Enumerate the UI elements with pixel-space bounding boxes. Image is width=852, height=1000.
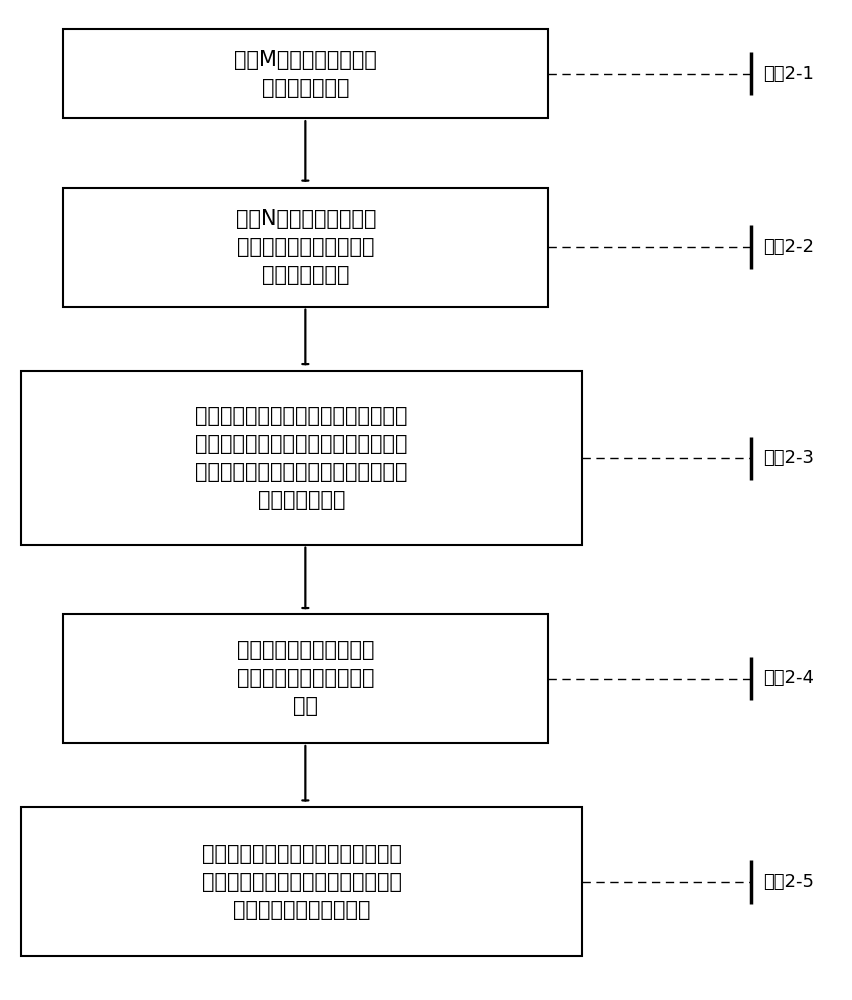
FancyBboxPatch shape — [21, 371, 582, 545]
Text: 采用线性加权法求取备选直流落点下
的直流落点选择指标，以指标值最大
的落点作为新增直流落点: 采用线性加权法求取备选直流落点下 的直流落点选择指标，以指标值最大 的落点作为新… — [202, 844, 401, 920]
FancyBboxPatch shape — [63, 614, 549, 743]
Text: 计算N个备选直流落点的
短路容量，得到各个落点
的短路容量指标: 计算N个备选直流落点的 短路容量，得到各个落点 的短路容量指标 — [235, 209, 376, 285]
Text: 步骤2-2: 步骤2-2 — [763, 238, 815, 256]
Text: 步骤2-1: 步骤2-1 — [763, 65, 815, 83]
Text: 计算获得新接入直流与已
接入直流的相互影响程度
指标: 计算获得新接入直流与已 接入直流的相互影响程度 指标 — [237, 641, 375, 716]
Text: 步骤2-5: 步骤2-5 — [763, 873, 815, 891]
FancyBboxPatch shape — [63, 29, 549, 118]
Text: 计算新接入直流对已接入治理的影响程
度指标、新接入直流对最薄弱直流的影
响程度指标、已接入直流对新接入直流
的影响程度指标: 计算新接入直流对已接入治理的影响程 度指标、新接入直流对最薄弱直流的影 响程度指… — [195, 406, 408, 510]
FancyBboxPatch shape — [21, 807, 582, 956]
Text: 步骤2-4: 步骤2-4 — [763, 670, 815, 688]
Text: 计算M条已接入直流的多
馈入有效短路比: 计算M条已接入直流的多 馈入有效短路比 — [234, 50, 377, 98]
FancyBboxPatch shape — [63, 188, 549, 307]
Text: 步骤2-3: 步骤2-3 — [763, 449, 815, 467]
